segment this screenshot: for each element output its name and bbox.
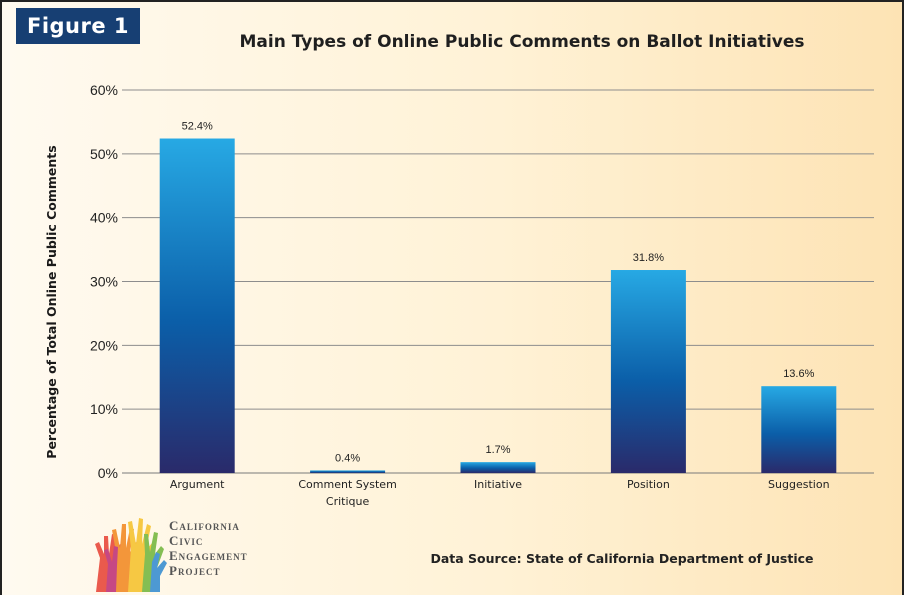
x-tick-label: Initiative	[474, 478, 522, 491]
logo-line: Engagement	[169, 548, 248, 563]
logo-text: California Civic Engagement Project	[169, 518, 248, 578]
y-tick-label: 10%	[90, 401, 118, 417]
data-label: 31.8%	[633, 252, 664, 264]
cacep-logo	[95, 518, 167, 592]
bar	[310, 470, 386, 473]
y-tick-label: 0%	[98, 465, 118, 481]
y-tick-label: 50%	[90, 146, 118, 162]
chart-title: Main Types of Online Public Comments on …	[239, 32, 805, 52]
y-tick-label: 60%	[90, 82, 118, 98]
logo-line: Civic	[169, 533, 204, 548]
data-label: 1.7%	[485, 444, 510, 456]
x-tick-label: Position	[627, 478, 670, 491]
logo-line: California	[169, 518, 240, 533]
y-tick-label: 40%	[90, 210, 118, 226]
bar	[460, 462, 536, 473]
bar	[761, 386, 837, 473]
data-label: 0.4%	[335, 452, 360, 464]
logo-line: Project	[169, 563, 221, 578]
y-axis-label: Percentage of Total Online Public Commen…	[44, 145, 59, 458]
x-tick-label: Suggestion	[768, 478, 830, 491]
y-tick-label: 30%	[90, 274, 118, 290]
x-tick-label: Comment System Critique	[298, 478, 396, 508]
bar	[610, 270, 686, 473]
data-source: Data Source: State of California Departm…	[430, 551, 814, 566]
x-tick-label: Argument	[170, 478, 225, 491]
data-label: 52.4%	[182, 121, 213, 133]
data-label: 13.6%	[783, 368, 814, 380]
y-tick-label: 20%	[90, 337, 118, 353]
bar	[159, 138, 235, 473]
figure-label: Figure 1	[16, 8, 140, 44]
